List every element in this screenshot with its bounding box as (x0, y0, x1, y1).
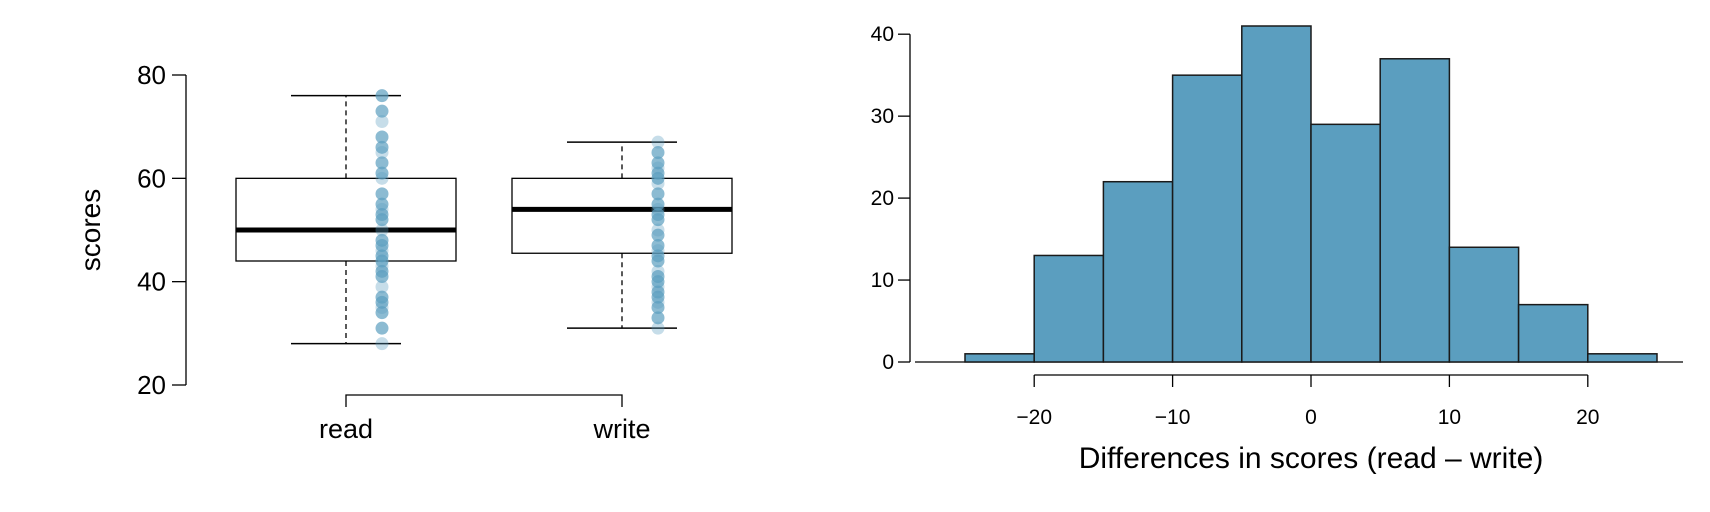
data-point (651, 187, 665, 201)
data-point (375, 290, 389, 304)
data-point (651, 301, 665, 314)
boxplot-chart: 20 40 60 80 scores read write (75, 60, 733, 444)
data-point (375, 233, 389, 247)
y-tick-label: 10 (871, 269, 894, 292)
points-read (375, 89, 389, 351)
x-tick-label-write: write (592, 414, 650, 444)
data-point (651, 249, 665, 263)
histogram-bar (1033, 254, 1105, 363)
data-point (375, 104, 389, 118)
histogram-bar (1171, 74, 1243, 363)
data-point (375, 280, 389, 294)
data-point (651, 270, 665, 283)
x-tick-label-read: read (319, 414, 373, 444)
x-tick-label: 0 (1305, 406, 1317, 429)
data-point (375, 321, 389, 335)
iqr-box (511, 177, 733, 254)
data-point (651, 208, 665, 221)
data-point (375, 249, 389, 263)
histogram-bar (1241, 25, 1312, 363)
data-point (375, 223, 389, 237)
data-point (375, 166, 389, 180)
histogram-bar (1517, 303, 1589, 363)
histogram-chart: 0 10 20 30 40 −20 −10 0 10 20 Differences in score… (871, 23, 1683, 475)
box-write (511, 141, 733, 329)
y-tick-label: 80 (137, 60, 166, 90)
histogram-bar (1379, 58, 1451, 363)
data-point (651, 146, 665, 159)
data-point (375, 156, 389, 170)
data-point (375, 197, 389, 211)
data-point (375, 264, 389, 278)
data-point (651, 285, 665, 299)
data-point (375, 89, 389, 103)
histogram-bar (964, 353, 1035, 363)
histogram-bar (1310, 123, 1381, 363)
data-point (651, 264, 665, 278)
points-write (651, 135, 665, 335)
histogram-bar (1102, 180, 1174, 363)
data-point (651, 135, 665, 149)
data-point (375, 187, 389, 201)
data-point (375, 115, 389, 128)
data-point (651, 239, 665, 252)
y-tick-label: 30 (871, 105, 894, 128)
data-point (375, 140, 389, 154)
box-read (235, 94, 457, 345)
y-tick-label: 0 (882, 351, 894, 374)
data-point (375, 337, 389, 351)
data-point (651, 223, 665, 237)
y-tick-label: 60 (137, 163, 166, 193)
data-point (651, 321, 665, 335)
x-axis-label: Differences in scores (read – write) (1079, 442, 1544, 475)
data-point (375, 306, 389, 320)
data-point (651, 166, 665, 180)
x-tick-label: 20 (1576, 406, 1599, 429)
x-tick-label: 10 (1438, 406, 1461, 429)
data-point (651, 311, 665, 325)
y-axis-label: scores (75, 189, 106, 271)
x-tick-label: −20 (1016, 406, 1052, 429)
y-tick-label: 40 (871, 23, 894, 46)
x-tick-label: −10 (1155, 406, 1191, 429)
histogram-bar (1448, 246, 1520, 363)
data-point (651, 228, 665, 242)
data-point (651, 156, 665, 170)
x-axis-line (345, 394, 623, 407)
y-tick-label: 40 (137, 267, 166, 297)
data-point (375, 130, 389, 144)
y-tick-label: 20 (871, 187, 894, 210)
histogram-bar (1587, 353, 1658, 363)
data-point (651, 197, 665, 211)
data-point (375, 208, 389, 221)
iqr-box (235, 177, 457, 262)
y-tick-label: 20 (137, 370, 166, 400)
